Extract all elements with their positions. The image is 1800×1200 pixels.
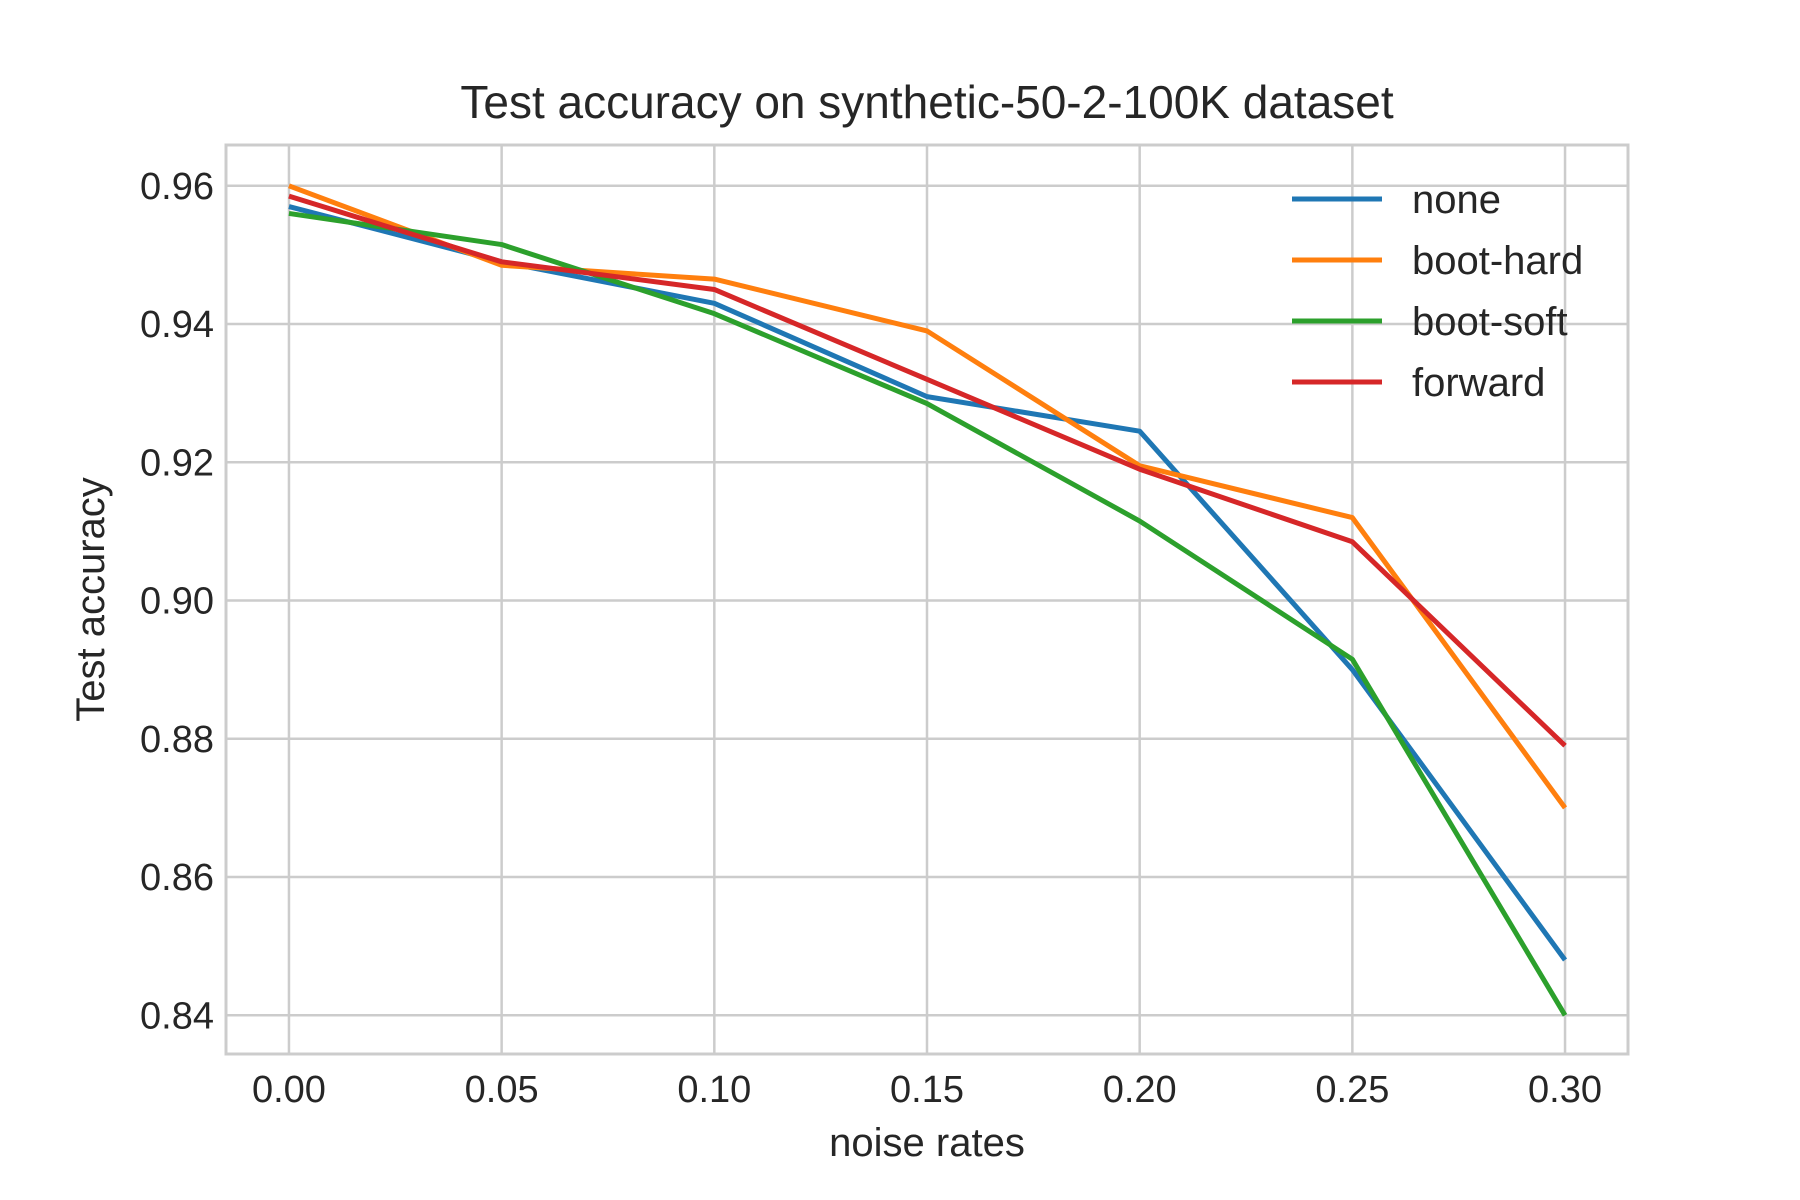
series-line-boot-hard <box>288 183 1568 810</box>
y-tick-label: 0.94 <box>140 304 214 346</box>
x-tick-label: 0.00 <box>252 1069 326 1111</box>
legend-label-boot-hard: boot-hard <box>1412 239 1583 283</box>
y-tick-label: 0.84 <box>140 995 214 1037</box>
legend-label-none: none <box>1412 178 1501 222</box>
x-tick-label: 0.15 <box>890 1069 964 1111</box>
y-tick-label: 0.88 <box>140 719 214 761</box>
grid <box>226 145 1628 1054</box>
x-tick-label: 0.30 <box>1528 1069 1602 1111</box>
series-line-boot-soft <box>288 210 1568 1017</box>
y-tick-labels: 0.84 0.86 0.88 0.90 0.92 0.94 0.96 <box>140 166 214 1038</box>
legend: none boot-hard boot-soft forward <box>1292 178 1583 405</box>
y-tick-label: 0.86 <box>140 857 214 899</box>
x-tick-label: 0.25 <box>1315 1069 1389 1111</box>
chart-title: Test accuracy on synthetic-50-2-100K dat… <box>460 76 1393 128</box>
x-tick-labels: 0.00 0.05 0.10 0.15 0.20 0.25 0.30 <box>252 1069 1602 1111</box>
y-tick-label: 0.92 <box>140 442 214 484</box>
legend-label-forward: forward <box>1412 361 1545 405</box>
series-line-forward <box>288 193 1567 748</box>
y-tick-label: 0.90 <box>140 581 214 623</box>
x-tick-label: 0.05 <box>465 1069 539 1111</box>
y-tick-label: 0.96 <box>140 166 214 208</box>
plot-frame <box>224 143 1630 1056</box>
legend-label-boot-soft: boot-soft <box>1412 300 1568 344</box>
x-tick-label: 0.10 <box>677 1069 751 1111</box>
series-group <box>288 183 1568 1017</box>
x-axis-label: noise rates <box>829 1121 1025 1165</box>
y-axis-label: Test accuracy <box>69 477 113 722</box>
x-tick-label: 0.20 <box>1103 1069 1177 1111</box>
